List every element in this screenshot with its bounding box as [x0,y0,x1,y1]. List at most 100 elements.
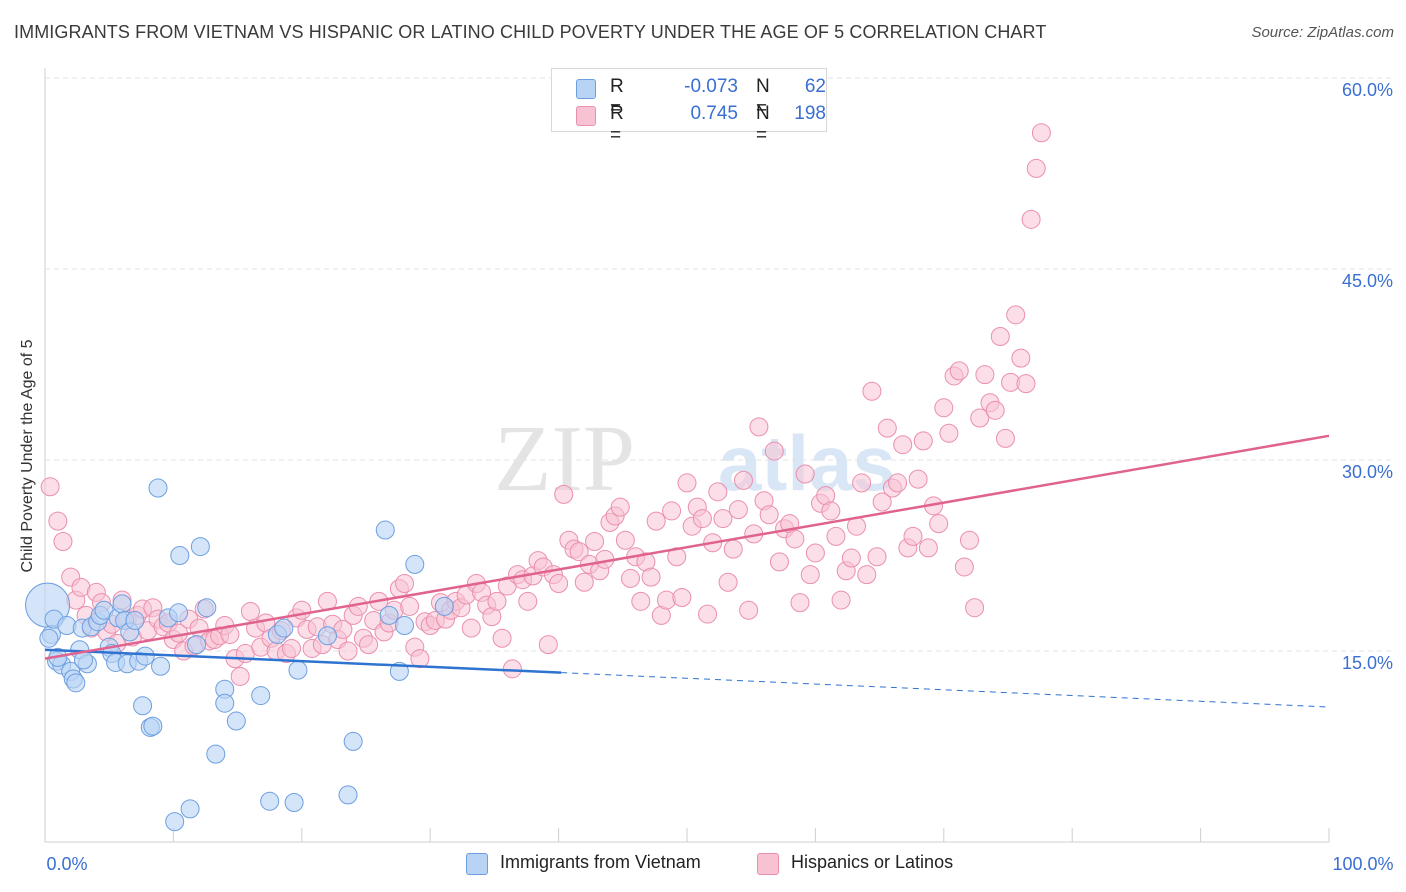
series-vietnam-points [25,478,454,832]
n-value: 198 [794,103,826,124]
hispanic-point [852,473,872,493]
hispanic-point [826,526,846,546]
hispanic-point [1021,209,1041,229]
hispanic-point [795,464,815,484]
vietnam-point [151,656,171,676]
hispanic-point [1026,158,1046,178]
y-tick-label: 30.0% [1342,462,1393,482]
hispanic-point [949,361,969,381]
hispanic-point [574,572,594,592]
hispanic-point [487,591,507,611]
vietnam-point [206,744,226,764]
hispanic-point [641,567,661,587]
hispanic-trend-line [44,434,1330,660]
watermark: ZIP atlas [494,407,896,511]
r-value: 0.745 [690,103,738,124]
axes [44,68,1330,843]
hispanic-point [970,408,990,428]
hispanic-point [631,591,651,611]
hispanic-point [954,557,974,577]
hispanic-point [585,531,605,551]
hispanic-point [410,649,430,669]
vietnam-legend-label: Immigrants from Vietnam [500,852,701,872]
n-label: N = [756,103,770,146]
hispanic-point [893,435,913,455]
hispanic-point [749,417,769,437]
hispanic-point [554,484,574,504]
hispanic-point [975,365,995,385]
vietnam-point [66,673,86,693]
hispanic-point [800,565,820,585]
hispanic-point [790,593,810,613]
hispanic-point [461,618,481,638]
vietnam-swatch [576,79,596,99]
hispanic-point [959,530,979,550]
hispanic-point [965,598,985,618]
hispanic-point [492,628,512,648]
hispanic-point [1006,305,1026,325]
vietnam-point [190,537,210,557]
vietnam-point [284,793,304,813]
vietnam-point [434,596,454,616]
stats-legend: R = -0.073 N = 62 R = 0.745 N = 198 [551,68,827,146]
watermark-atlas: atlas [718,419,896,507]
hispanic-point [698,604,718,624]
vietnam-point [180,799,200,819]
hispanic-point [569,542,589,562]
hispanic-point [759,505,779,525]
r-label: R = [610,103,624,146]
vietnam-point [215,693,235,713]
hispanic-point [913,431,933,451]
vietnam-point [226,711,246,731]
hispanic-point [908,469,928,489]
vietnam-point [251,686,271,706]
vietnam-point [143,716,163,736]
vietnam-point [343,731,363,751]
vietnam-point [112,594,132,614]
y-tick-label: 15.0% [1342,653,1393,673]
vietnam-point [165,812,185,832]
hispanic-point [841,548,861,568]
hispanic-point [713,509,733,529]
hispanic-point [728,500,748,520]
tick-labels: 15.0% 30.0% 45.0% 60.0% 0.0% 100.0% [46,80,1393,874]
hispanic-point [230,666,250,686]
hispanic-point [282,638,302,658]
hispanic-point [40,477,60,497]
vietnam-point [317,626,337,646]
hispanic-legend-label: Hispanics or Latinos [791,852,954,872]
hispanic-point [400,596,420,616]
y-tick-label: 60.0% [1342,80,1393,100]
grid [45,77,1393,652]
hispanic-point [739,600,759,620]
vietnam-point [133,696,153,716]
hispanic-point [718,572,738,592]
r-label: R = [610,76,624,119]
hispanic-point [877,418,897,438]
hispanic-point [662,501,682,521]
hispanic-point [805,543,825,563]
vietnam-point [338,785,358,805]
vietnam-point [170,546,190,565]
hispanic-point [518,591,538,611]
series-hispanics-points [40,123,1051,686]
vietnam-point [187,635,207,655]
hispanic-point [769,552,789,572]
vietnam-point [405,554,425,574]
vietnam-point [375,520,395,540]
hispanic-point [857,565,877,585]
vietnam-point [379,605,399,625]
hispanic-point [610,497,630,517]
hispanic-point [888,473,908,493]
vietnam-point [135,646,155,666]
hispanic-point [929,514,949,534]
hispanic-point [646,511,666,531]
vietnam-point [197,598,217,618]
vietnam-trend-line [44,648,562,674]
hispanic-point [549,574,569,594]
hispanic-point [985,400,1005,420]
vietnam-point [125,610,145,630]
hispanic-point [764,441,784,461]
x-tick-label: 0.0% [46,854,87,874]
hispanic-point [292,600,312,620]
